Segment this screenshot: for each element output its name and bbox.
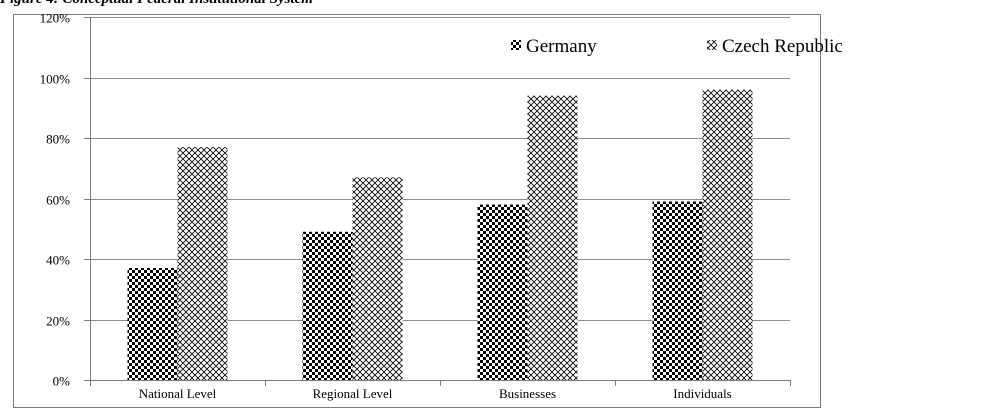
bar-czech-republic: [177, 147, 228, 380]
legend: Germany Czech Republic: [511, 36, 843, 57]
y-tick-label: 120%: [40, 11, 71, 26]
y-tick-label: 100%: [40, 72, 71, 87]
bar-czech-republic: [702, 89, 753, 380]
legend-swatch: [511, 40, 521, 50]
y-tick-label: 80%: [46, 132, 70, 147]
figure-caption: Figure 4: Conceptual Federal Institution…: [0, 0, 313, 8]
y-axis-ticks: 0% 20% 40% 60% 80% 100% 120%: [40, 11, 790, 389]
bar-germany: [652, 201, 703, 380]
y-tick-label: 60%: [46, 193, 70, 208]
bar-czech-republic: [527, 95, 578, 381]
x-category-label: National Level: [139, 386, 217, 401]
bar-germany: [127, 268, 178, 380]
x-category-label: Businesses: [499, 386, 556, 401]
legend-label: Germany: [526, 36, 597, 57]
bars: [127, 89, 753, 381]
y-tick-label: 0%: [53, 374, 71, 389]
y-tick-label: 20%: [46, 314, 70, 329]
legend-label: Czech Republic: [722, 36, 843, 57]
bar-germany: [477, 204, 528, 380]
x-category-label: Individuals: [673, 386, 732, 401]
bar-germany: [302, 231, 353, 380]
bar-czech-republic: [352, 177, 403, 380]
x-category-label: Regional Level: [313, 386, 393, 401]
legend-swatch: [707, 40, 717, 50]
y-tick-label: 40%: [46, 253, 70, 268]
x-axis-labels: National Level Regional Level Businesses In…: [90, 380, 791, 401]
